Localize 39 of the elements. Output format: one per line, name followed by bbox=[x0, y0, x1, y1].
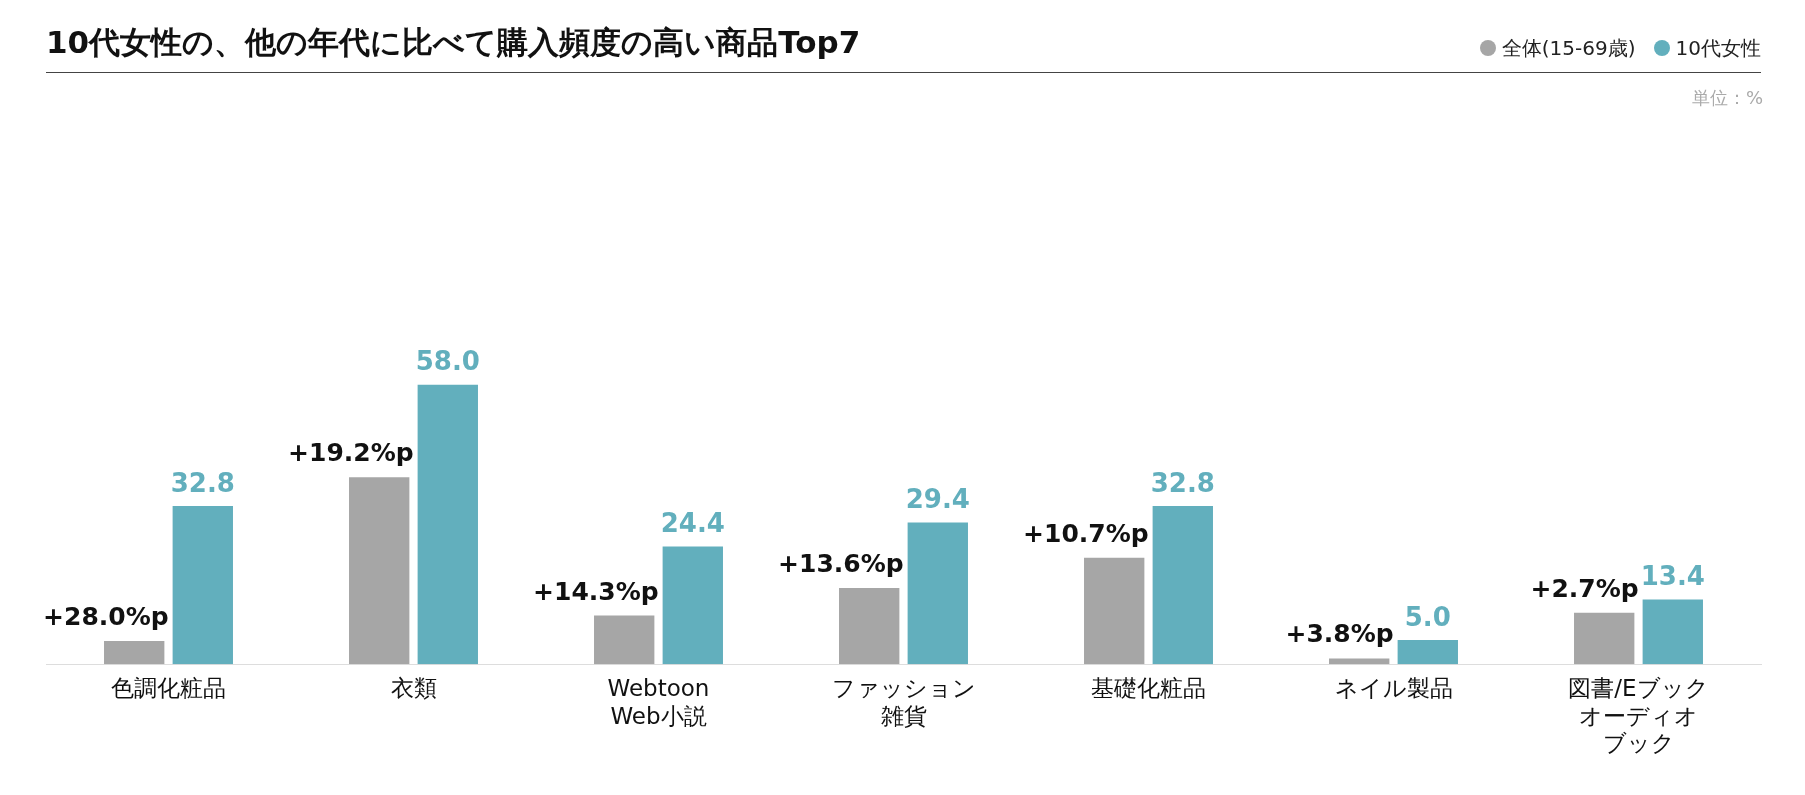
bar bbox=[349, 477, 410, 665]
bar bbox=[1642, 599, 1703, 665]
bar bbox=[1329, 658, 1390, 665]
bar bbox=[662, 546, 723, 665]
x-tick-label: 基礎化粧品 bbox=[1091, 674, 1206, 701]
annotation: +28.0%p bbox=[43, 602, 169, 632]
bar bbox=[172, 506, 233, 665]
x-tick-label: ファッション雑貨 bbox=[831, 674, 976, 729]
data-label: 32.8 bbox=[170, 467, 235, 498]
x-tick-label: ネイル製品 bbox=[1334, 674, 1453, 701]
annotation: +14.3%p bbox=[533, 576, 659, 606]
annotation: +10.7%p bbox=[1023, 518, 1149, 548]
text: 単位：% bbox=[1691, 86, 1763, 110]
annotation: +2.7%p bbox=[1530, 573, 1639, 603]
x-tick-label: 図書/Eブックオーディオブック bbox=[1568, 674, 1709, 757]
bar bbox=[417, 384, 478, 665]
bar bbox=[594, 615, 655, 665]
data-label: 58.0 bbox=[415, 346, 480, 377]
legend-label: 10代女性 bbox=[1674, 35, 1761, 62]
annotation: +13.6%p bbox=[778, 549, 904, 579]
data-label: 24.4 bbox=[660, 508, 725, 539]
data-label: 5.0 bbox=[1404, 601, 1451, 632]
annotation: +3.8%p bbox=[1285, 619, 1394, 649]
chart-title: 10代女性の、他の年代に比べて購入頻度の高い商品Top7 bbox=[46, 23, 861, 62]
bar bbox=[104, 641, 165, 665]
x-tick-label: 衣類 bbox=[390, 674, 437, 701]
data-label: 29.4 bbox=[905, 484, 970, 515]
data-label: 32.8 bbox=[1150, 467, 1215, 498]
annotation: +19.2%p bbox=[288, 438, 414, 468]
bar bbox=[1152, 506, 1213, 665]
bar bbox=[839, 588, 900, 665]
x-tick-label: 色調化粧品 bbox=[111, 674, 226, 701]
legend-label: 全体(15-69歳) bbox=[1500, 35, 1636, 62]
bar bbox=[1574, 612, 1635, 665]
bar bbox=[907, 522, 968, 665]
x-tick-label: Webtoon Web小説 bbox=[607, 674, 710, 729]
bar bbox=[1397, 640, 1458, 665]
data-label: 13.4 bbox=[1640, 561, 1705, 592]
bar bbox=[1084, 557, 1145, 665]
